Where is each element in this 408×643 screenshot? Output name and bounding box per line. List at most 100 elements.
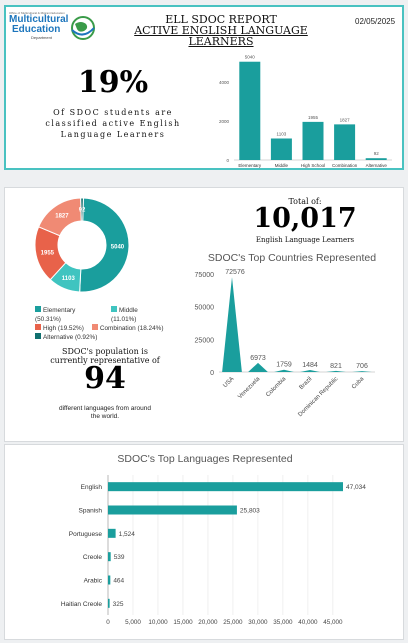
y-tick-label: Haitian Creole [61,601,103,608]
area-value-label: 1759 [276,362,292,369]
x-tick-label: 5,000 [125,619,141,626]
legend-label: Elementary (50.31%) [35,307,76,323]
ell-percent-caption: Of SDOC students are classified active E… [45,108,181,139]
y-tick-label: English [81,484,103,491]
y-tick-label: 2000 [219,119,230,124]
bar-value-label: 25,803 [240,508,260,515]
donut-value-label: 1103 [62,276,76,282]
logo-title-2: Education [12,24,61,35]
bar-value-label: 92 [374,151,380,156]
logo-sub-text: Department [31,35,52,40]
logo-top-text: Office of Multicultural & Migrant Educat… [9,11,65,15]
y-tick-label: 50000 [195,305,215,312]
donut-value-label: 1955 [41,251,55,257]
total-ell-sub: English Language Learners [255,236,355,244]
bar-value-label: 1103 [277,131,287,136]
summary-panel: Office of Multicultural & Migrant Educat… [4,5,404,170]
y-tick-label: Portuguese [69,531,103,538]
report-title-line1: ELL SDOC REPORT [165,13,277,26]
bar [108,505,237,515]
bar-value-label: 1827 [340,117,351,122]
y-tick-label: 0 [226,158,229,163]
legend-swatch [35,324,41,330]
legend-swatch [35,333,41,339]
bar-value-label: 464 [113,578,124,585]
x-tick-label: 30,000 [248,619,268,626]
x-tick-label: 0 [106,619,110,626]
x-tick-label: 15,000 [173,619,193,626]
x-tick-label: Middle [275,163,289,168]
globe-icon [71,16,95,40]
x-tick-label: Elementary [238,163,262,168]
donut-slice [79,197,130,293]
area-peak [352,371,372,372]
legend-label: Alternative (0.92%) [43,334,98,341]
legend-label: Middle (11.01%) [110,307,138,323]
legend-item: Combination (18.24%) [91,324,163,333]
bar [365,158,387,160]
x-tick-label: 25,000 [223,619,243,626]
report-title-line2: ACTIVE ENGLISH LANGUAGE LEARNERS [134,24,308,48]
languages-chart-title: SDOC's Top Languages Represented [117,453,293,465]
x-tick-label: USA [222,376,235,389]
area-value-label: 821 [330,363,342,370]
x-tick-label: 40,000 [298,619,318,626]
school-level-donut-chart: 5040 1103 1955 1827 92 [34,197,130,293]
countries-chart-title: SDOC's Top Countries Represented [207,252,377,264]
legend-item: Middle (11.01%) [110,306,165,324]
school-level-bar-chart: 0 2000 4000 5040 Elementary 1103 Middle 1955 Hig… [219,55,392,168]
bar-value-label: 5040 [245,55,256,60]
y-tick-label: 4000 [219,80,230,85]
area-peak [326,370,346,372]
y-tick-label: 75000 [195,272,215,279]
area-peak [248,362,268,372]
report-title: ELL SDOC REPORT ACTIVE ENGLISH LANGUAGE … [106,14,336,47]
donut-value-label: 92 [79,208,86,214]
department-logo: Office of Multicultural & Migrant Educat… [9,11,95,45]
languages-text: different languages from around the worl… [58,405,152,420]
legend-swatch [35,306,41,312]
area-peak [222,277,242,372]
total-ell-count: 10,017 [253,203,357,234]
y-tick-label: 25000 [195,337,215,344]
legend-item: Alternative (0.92%) [35,333,98,341]
report-date: 02/05/2025 [355,17,396,26]
bar-value-label: 325 [113,601,124,608]
y-tick-label: Arabic [84,578,103,585]
area-peak [300,370,320,372]
x-tick-label: 20,000 [198,619,218,626]
bar [108,575,111,585]
logo-title-1: Multicultural [9,14,69,25]
area-value-label: 1484 [302,362,318,369]
bar [108,528,116,538]
donut-value-label: 1827 [55,214,69,220]
total-label: Total of: [288,197,322,206]
bar [302,121,324,160]
y-tick-label: Creole [83,554,103,561]
legend-item: Elementary (50.31%) [35,306,103,324]
y-tick-label: 0 [210,370,214,377]
legend-swatch [91,324,98,330]
x-tick-label: Alternative [366,163,388,168]
bar [108,482,343,492]
x-tick-label: 45,000 [323,619,343,626]
legend-label: High (19.52%) [43,325,84,332]
x-tick-label: Brazil [299,376,314,391]
x-tick-label: 10,000 [148,619,168,626]
bar [334,124,356,160]
y-tick-label: Spanish [79,508,103,515]
donut-slice [80,197,84,222]
bar-value-label: 1,524 [119,531,136,538]
bar [108,598,110,608]
top-languages-bar-chart: 0 5,000 10,000 15,000 20,000 25,000 30,000 35,0… [61,475,366,626]
area-peak [274,369,294,372]
bar [270,138,292,160]
area-value-label: 72576 [225,269,245,276]
languages-panel: SDOC's Top Languages Represented 0 5,000 1… [4,444,404,640]
x-tick-label: Cuba [351,376,366,391]
donut-value-label: 5040 [111,244,125,250]
legend-item: High (19.52%) [35,324,84,333]
bar-value-label: 47,034 [346,484,366,491]
bar-value-label: 539 [114,554,125,561]
bar-value-label: 1955 [308,115,319,120]
